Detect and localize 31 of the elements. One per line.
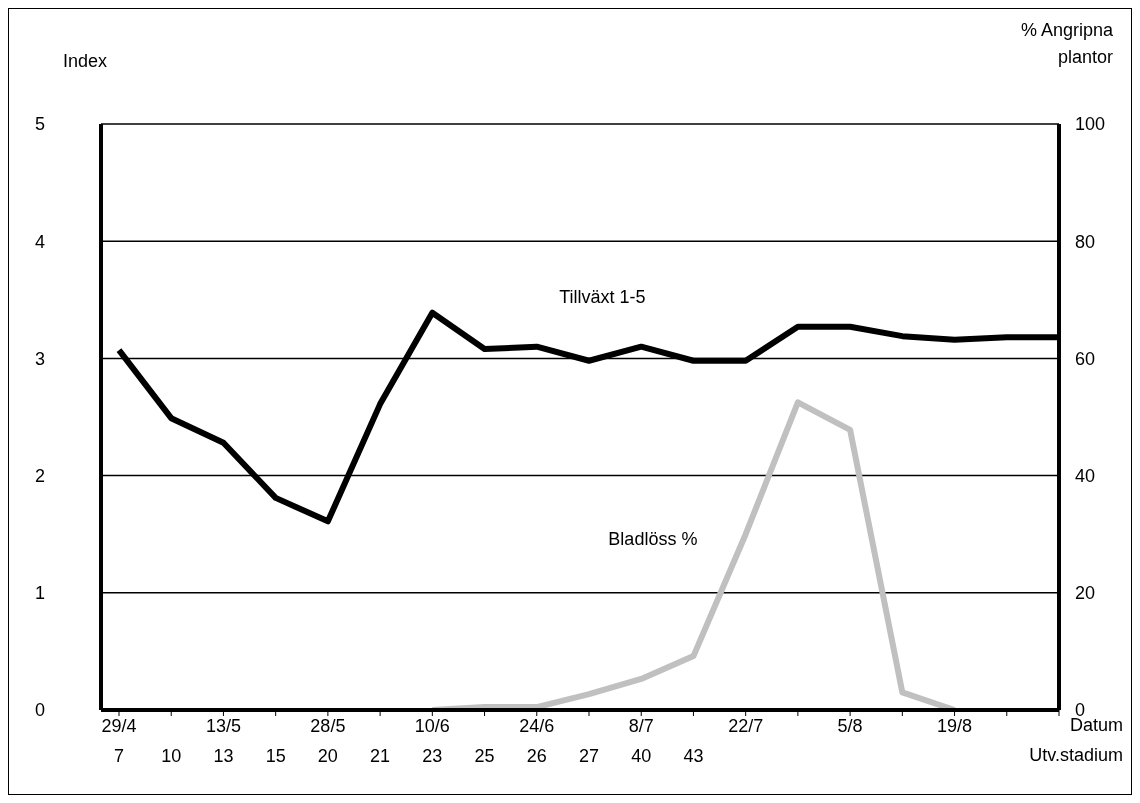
x-tick-label: 28/5 20 — [310, 716, 346, 766]
y2-tick-label: 100 — [1075, 114, 1106, 135]
y-tick-label: 2 — [34, 465, 45, 486]
x-tick-label: 25 — [474, 746, 495, 766]
x-tick-label: 10 — [161, 746, 182, 766]
text: Tillväxt 1-5 — [559, 286, 646, 307]
text: Bladlöss % — [608, 529, 698, 550]
y2-tick-label: 20 — [1075, 583, 1096, 604]
y-axis-title: Index — [63, 51, 108, 72]
y2-axis-title: % Angripna plantor — [1019, 19, 1113, 69]
y-tick-label: 0 — [34, 700, 45, 721]
y-tick-label: 4 — [34, 231, 45, 252]
y2-tick-label: 80 — [1075, 231, 1096, 252]
x-tick-label: 43 — [683, 746, 704, 766]
x-tick-label: 8/7 40 — [628, 716, 654, 766]
y2-tick-label: 40 — [1075, 465, 1096, 486]
x-tick-label: 27 — [578, 746, 600, 766]
text: Utv.stadium — [1029, 745, 1123, 766]
x-tick-label: 22/7 — [728, 716, 764, 736]
y2-tick-label: 60 — [1075, 348, 1096, 369]
x-tick-label: 21 — [370, 746, 391, 766]
x-tick-label: 13/5 13 — [205, 716, 241, 766]
x-tick-label: 24/6 26 — [519, 716, 555, 766]
y-tick-label: 1 — [34, 583, 45, 604]
y-tick-label: 5 — [34, 114, 45, 135]
x-tick-label: 10/6 23 — [414, 716, 450, 766]
x-tick-label: 15 — [265, 746, 286, 766]
y-tick-label: 3 — [34, 348, 45, 369]
x-tick-label: 5/8 — [837, 716, 863, 736]
x-tick-label: 19/8 — [937, 716, 973, 736]
x-tick-label: 29/4 7 — [101, 716, 137, 766]
